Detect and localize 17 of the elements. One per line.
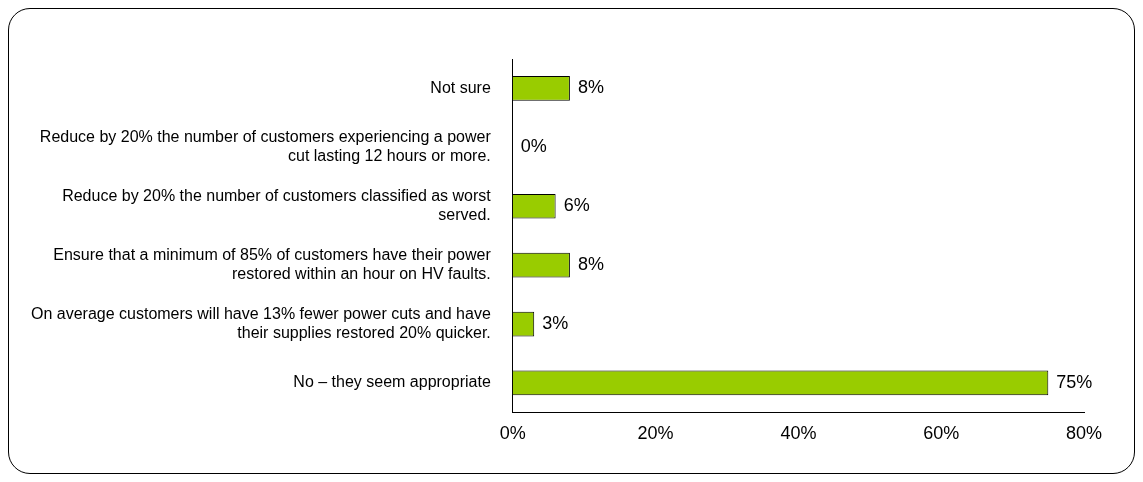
y-tick-label: Reduce by 20% the number of customers classified as worst served. [62,187,492,224]
x-tick-label: 0% [499,423,526,444]
data-label: 8% [577,77,604,98]
y-tick-label: Reduce by 20% the number of customers experiencing a power cut lasting 12 hours or more. [39,128,492,165]
x-tick-label: 80% [1065,423,1103,444]
y-tick-label: Ensure that a minimum of 85% of customers have their power restored within an hour on HV faults. [53,245,492,283]
x-tick-label: 20% [637,423,674,444]
y-tick-label: Not sure [430,78,491,96]
data-label: 0% [520,136,547,157]
data-label: 75% [1056,371,1093,392]
x-tick-label: 60% [923,423,960,444]
data-label: 6% [563,195,590,216]
data-label: 3% [542,313,569,334]
x-tick-label: 40% [780,423,817,444]
y-tick-label: No – they seem appropriate [293,373,491,391]
y-tick-label: On average customers will have 13% fewer power cuts and have their supplies restored 20% quicker. [30,304,491,342]
data-label: 8% [577,254,604,275]
